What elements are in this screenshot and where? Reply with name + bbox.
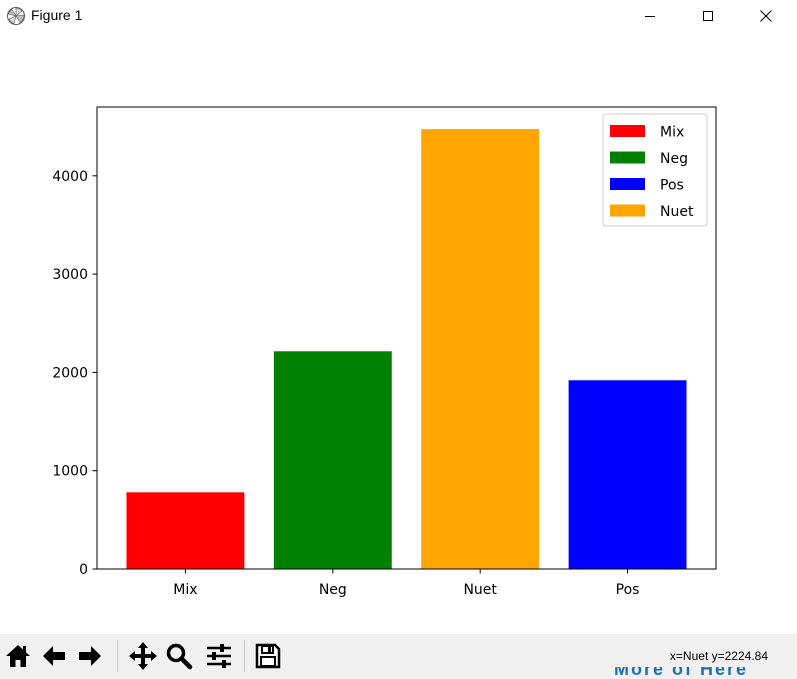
coordinate-readout: x=Nuet y=2224.84 <box>669 649 768 663</box>
zoom-button[interactable] <box>163 640 195 672</box>
bar-nuet <box>421 129 540 570</box>
sliders-icon <box>207 644 231 668</box>
y-tick-label: 2000 <box>52 365 88 381</box>
back-button[interactable] <box>38 640 70 672</box>
axes-frame <box>96 106 717 570</box>
legend-swatch <box>610 178 645 190</box>
y-tick-label: 1000 <box>52 464 88 480</box>
minimize-button[interactable] <box>621 0 679 32</box>
legend: Mix Neg Pos Nuet <box>602 113 708 227</box>
x-tick-label: Pos <box>616 582 640 598</box>
legend-box <box>602 113 708 227</box>
save-button[interactable] <box>252 640 284 672</box>
legend-label: Neg <box>660 151 688 167</box>
navigation-toolbar: x=Nuet y=2224.84 <box>0 634 797 679</box>
y-axis: 0 1000 2000 3000 4000 <box>52 169 97 578</box>
bars-group <box>126 129 687 570</box>
bar-chart: 0 1000 2000 3000 4000 Mix Neg Nuet Pos Mix Neg Po… <box>52 106 717 598</box>
move-icon <box>129 642 157 670</box>
x-axis: Mix Neg Nuet Pos <box>173 569 639 598</box>
legend-label: Pos <box>660 178 684 194</box>
legend-swatch <box>610 125 645 137</box>
pan-button[interactable] <box>127 640 159 672</box>
home-button[interactable] <box>2 640 34 672</box>
bar-neg <box>273 351 392 569</box>
close-icon <box>760 10 772 22</box>
home-icon <box>6 645 30 667</box>
x-tick-label: Mix <box>173 582 197 598</box>
toolbar-separator <box>244 640 245 672</box>
bar-pos <box>568 380 687 569</box>
forward-button[interactable] <box>74 640 106 672</box>
toolbar-separator <box>117 640 118 672</box>
y-tick-label: 4000 <box>52 169 88 185</box>
x-tick-label: Nuet <box>463 582 497 598</box>
arrow-left-icon <box>43 646 65 666</box>
y-tick-label: 3000 <box>52 267 88 283</box>
legend-swatch <box>610 151 645 164</box>
title-bar: Figure 1 <box>0 0 797 32</box>
close-button[interactable] <box>737 0 795 32</box>
minimize-icon <box>645 16 655 17</box>
magnifier-icon <box>166 643 193 670</box>
floppy-icon <box>255 643 281 669</box>
background-text: More of Here <box>614 667 749 679</box>
legend-swatch <box>610 204 645 217</box>
configure-subplots-button[interactable] <box>203 640 235 672</box>
maximize-button[interactable] <box>679 0 737 32</box>
background-window-fragment: More of Here <box>614 667 784 679</box>
bar-mix <box>126 492 245 569</box>
y-tick-label: 0 <box>79 562 88 578</box>
maximize-icon <box>703 11 713 21</box>
window-title: Figure 1 <box>31 7 83 23</box>
matplotlib-logo-icon <box>7 7 25 25</box>
legend-label: Nuet <box>660 204 694 220</box>
legend-label: Mix <box>660 125 684 141</box>
figure-canvas[interactable]: 0 1000 2000 3000 4000 Mix Neg Nuet Pos Mix Neg Po… <box>0 32 797 634</box>
arrow-right-icon <box>79 646 101 666</box>
x-tick-label: Neg <box>319 582 347 598</box>
